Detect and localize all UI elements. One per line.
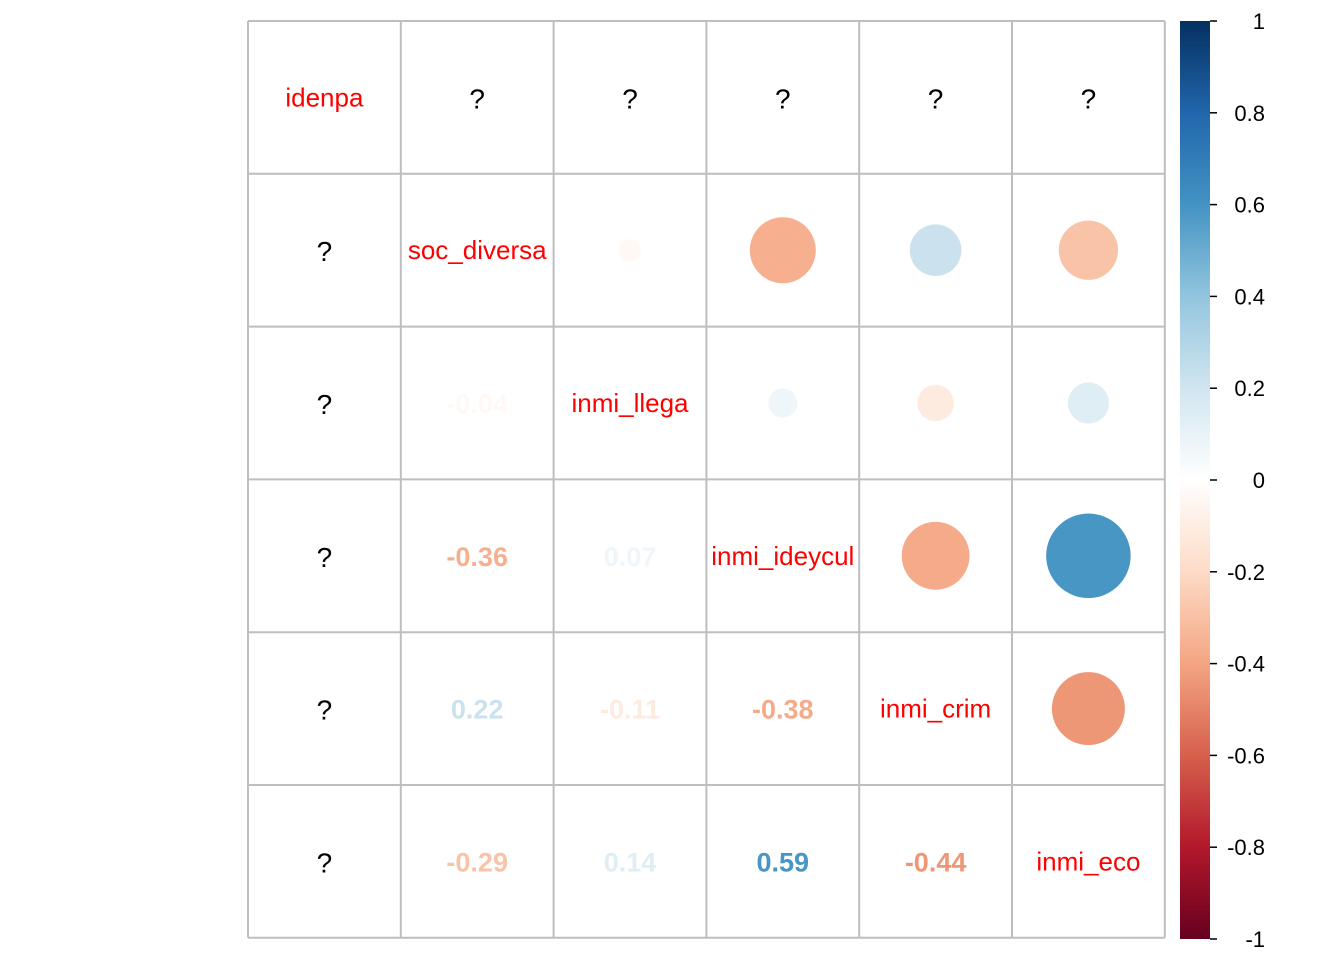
corr-circle-inmi_ideycul-inmi_eco [1046, 513, 1131, 599]
diagonal-label-soc_diversa: soc_diversa [408, 235, 547, 265]
missing-value-mark: ? [1081, 83, 1097, 114]
colorbar-tick-label: -1 [1245, 927, 1265, 952]
corr-circle-soc_diversa-inmi_eco [1058, 220, 1119, 280]
missing-value-mark: ? [317, 542, 333, 573]
corr-circle-soc_diversa-inmi_ideycul [749, 217, 816, 284]
corr-value-inmi_eco-soc_diversa: -0.29 [446, 847, 508, 877]
diagonal-label-inmi_llega: inmi_llega [571, 388, 689, 418]
missing-value-mark: ? [317, 389, 333, 420]
corr-value-inmi_ideycul-inmi_llega: 0.07 [604, 542, 657, 572]
matrix-cells: idenpa?????? soc_diversa? -0.04 inmi_llega?… [285, 82, 1140, 878]
corr-value-inmi_eco-inmi_ideycul: 0.59 [757, 847, 810, 877]
corr-value-inmi_ideycul-soc_diversa: -0.36 [446, 542, 508, 572]
colorbar-tick-label: -0.4 [1227, 652, 1265, 677]
diagonal-label-inmi_ideycul: inmi_ideycul [711, 541, 854, 571]
colorbar-tick-label: 0.2 [1234, 376, 1265, 401]
diagonal-label-inmi_crim: inmi_crim [880, 694, 991, 724]
missing-value-mark: ? [317, 695, 333, 726]
corr-circle-inmi_llega-inmi_eco [1067, 382, 1109, 424]
corr-value-inmi_eco-inmi_llega: 0.14 [604, 847, 657, 877]
corr-circle-inmi_crim-inmi_eco [1051, 672, 1125, 746]
corr-circle-soc_diversa-inmi_crim [909, 224, 962, 276]
corr-circle-inmi_llega-inmi_ideycul [768, 388, 798, 418]
colorbar-legend: 1 0.8 0.6 0.4 0.2 0 -0.2 -0.4 -0.6 -0.8 -1 [1180, 9, 1265, 952]
corr-value-inmi_crim-inmi_llega: -0.11 [600, 695, 660, 725]
missing-value-mark: ? [775, 83, 791, 114]
colorbar-tick-label: 0.6 [1234, 193, 1265, 218]
missing-value-mark: ? [317, 236, 333, 267]
colorbar-tick-label: -0.2 [1227, 560, 1265, 585]
corr-value-inmi_llega-soc_diversa: -0.04 [446, 389, 508, 419]
missing-value-mark: ? [469, 83, 485, 114]
colorbar-tick-label: 0.8 [1234, 101, 1265, 126]
colorbar-tick-label: 1 [1253, 9, 1265, 34]
corr-value-inmi_eco-inmi_crim: -0.44 [905, 847, 967, 877]
colorbar-tick-label: -0.6 [1227, 743, 1265, 768]
diagonal-label-inmi_eco: inmi_eco [1036, 846, 1140, 876]
colorbar-gradient [1180, 21, 1210, 939]
colorbar-tick-label: 0 [1253, 468, 1265, 493]
missing-value-mark: ? [317, 847, 333, 878]
matrix-grid [247, 20, 1166, 939]
diagonal-label-idenpa: idenpa [285, 82, 364, 112]
corr-value-inmi_crim-inmi_ideycul: -0.38 [752, 695, 814, 725]
colorbar-tick-label: 0.4 [1234, 284, 1265, 309]
corr-circle-soc_diversa-inmi_llega [619, 239, 641, 262]
corr-circle-inmi_llega-inmi_crim [917, 384, 954, 422]
corr-circle-inmi_ideycul-inmi_crim [901, 521, 970, 590]
missing-value-mark: ? [622, 83, 638, 114]
missing-value-mark: ? [928, 83, 944, 114]
colorbar-tick-label: -0.8 [1227, 835, 1265, 860]
corr-value-inmi_crim-soc_diversa: 0.22 [451, 695, 504, 725]
